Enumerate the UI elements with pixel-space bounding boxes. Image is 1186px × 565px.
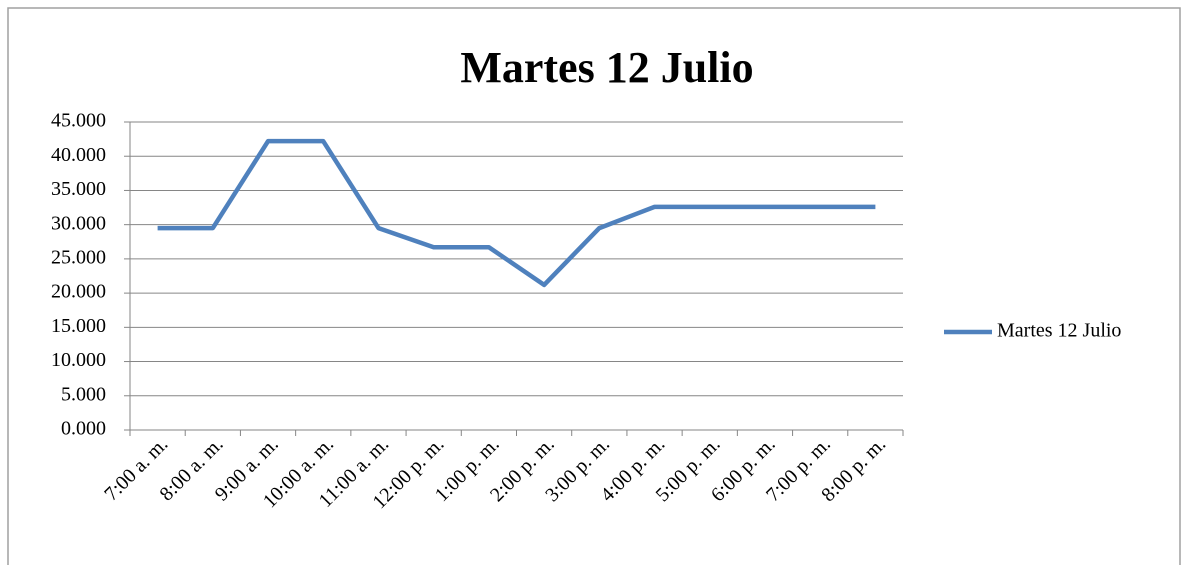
chart-title: Martes 12 Julio <box>460 43 753 92</box>
y-tick-label: 20.000 <box>51 281 106 303</box>
legend-label: Martes 12 Julio <box>997 320 1121 342</box>
y-tick-label: 35.000 <box>51 178 106 200</box>
y-tick-label: 0.000 <box>61 418 106 440</box>
y-tick-label: 30.000 <box>51 212 106 234</box>
y-tick-label: 10.000 <box>51 349 106 371</box>
chart-frame <box>7 7 1181 565</box>
y-tick-label: 5.000 <box>61 383 106 405</box>
y-tick-label: 15.000 <box>51 315 106 337</box>
y-tick-label: 40.000 <box>51 144 106 166</box>
data-line <box>157 138 876 288</box>
y-tick-label: 45.000 <box>51 110 106 132</box>
y-tick-label: 25.000 <box>51 246 106 268</box>
